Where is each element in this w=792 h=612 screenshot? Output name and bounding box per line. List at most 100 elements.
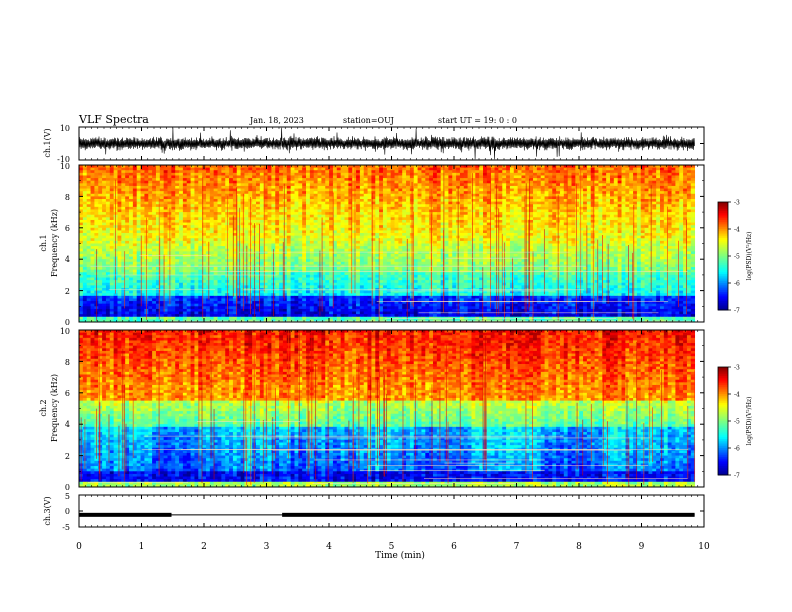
psd-cell bbox=[244, 235, 249, 239]
psd-cell bbox=[279, 238, 284, 242]
psd-cell bbox=[656, 227, 661, 231]
psd-cell bbox=[459, 191, 465, 195]
psd-cell bbox=[240, 230, 245, 234]
psd-cell bbox=[563, 188, 569, 192]
psd-cell bbox=[452, 235, 457, 239]
psd-cell bbox=[621, 191, 626, 195]
psd-cell bbox=[690, 175, 696, 179]
psd-cell bbox=[79, 225, 84, 229]
psd-cell bbox=[421, 180, 426, 184]
psd-cell bbox=[382, 193, 388, 197]
psd-cell bbox=[529, 206, 534, 210]
psd-cell bbox=[679, 167, 684, 171]
psd-cell bbox=[371, 219, 376, 223]
psd-cell bbox=[236, 188, 241, 192]
psd-cell bbox=[109, 217, 115, 221]
psd-cell bbox=[521, 185, 526, 189]
psd-cell bbox=[417, 175, 422, 179]
psd-cell bbox=[513, 191, 519, 195]
psd-cell bbox=[286, 227, 292, 231]
psd-cell bbox=[686, 212, 692, 216]
psd-cell bbox=[609, 217, 615, 221]
psd-cell bbox=[548, 175, 553, 179]
psd-cell bbox=[371, 188, 376, 192]
psd-cell bbox=[221, 183, 226, 187]
psd-cell bbox=[690, 225, 696, 229]
psd-cell bbox=[625, 227, 630, 231]
psd-cell bbox=[263, 212, 268, 216]
psd-cell bbox=[352, 222, 357, 226]
psd-cell bbox=[683, 178, 688, 182]
psd-cell bbox=[79, 196, 84, 200]
psd-cell bbox=[432, 219, 438, 223]
psd-cell bbox=[586, 230, 592, 234]
psd-cell bbox=[621, 230, 626, 234]
psd-cell bbox=[563, 185, 569, 189]
psd-cell bbox=[232, 214, 238, 218]
psd-cell bbox=[679, 180, 684, 184]
psd-cell bbox=[540, 206, 545, 210]
psd-cell bbox=[671, 188, 676, 192]
psd-cell bbox=[579, 219, 584, 223]
psd-cell bbox=[386, 219, 392, 223]
psd-cell bbox=[602, 217, 607, 221]
psd-cell bbox=[155, 240, 161, 244]
psd-cell bbox=[171, 172, 176, 176]
psd-cell bbox=[675, 219, 680, 223]
psd-cell bbox=[329, 191, 334, 195]
psd-cell bbox=[140, 172, 145, 176]
psd-cell bbox=[467, 233, 472, 237]
psd-cell bbox=[648, 185, 653, 189]
psd-cell bbox=[636, 206, 642, 210]
psd-cell bbox=[102, 191, 107, 195]
psd-cell bbox=[255, 238, 261, 242]
psd-cell bbox=[498, 188, 503, 192]
psd-cell bbox=[590, 167, 595, 171]
psd-cell bbox=[675, 183, 680, 187]
psd-cell bbox=[140, 212, 145, 216]
psd-cell bbox=[679, 201, 684, 205]
psd-cell bbox=[175, 191, 180, 195]
psd-cell bbox=[290, 175, 295, 179]
psd-cell bbox=[563, 183, 569, 187]
psd-cell bbox=[498, 191, 503, 195]
psd-cell bbox=[563, 238, 569, 242]
psd-cell bbox=[648, 238, 653, 242]
psd-cell bbox=[644, 199, 649, 203]
psd-cell bbox=[259, 219, 265, 223]
psd-cell bbox=[398, 167, 403, 171]
psd-cell bbox=[379, 172, 384, 176]
psd-cell bbox=[667, 178, 672, 182]
psd-cell bbox=[402, 172, 407, 176]
psd-cell bbox=[79, 167, 84, 171]
psd-cell bbox=[148, 204, 153, 208]
psd-cell bbox=[325, 219, 330, 223]
psd-cell bbox=[382, 204, 388, 208]
psd-cell bbox=[483, 227, 488, 231]
psd-cell bbox=[552, 204, 557, 208]
psd-cell bbox=[79, 238, 84, 242]
psd-cell bbox=[94, 233, 99, 237]
psd-cell bbox=[382, 225, 388, 229]
psd-cell bbox=[617, 212, 622, 216]
psd-cell bbox=[571, 170, 576, 174]
psd-cell bbox=[236, 217, 241, 221]
psd-cell bbox=[633, 230, 638, 234]
psd-cell bbox=[282, 212, 288, 216]
psd-cell bbox=[282, 183, 288, 187]
psd-cell bbox=[332, 230, 338, 234]
psd-cell bbox=[536, 201, 542, 205]
psd-cell bbox=[402, 170, 407, 174]
psd-cell bbox=[536, 230, 542, 234]
psd-cell bbox=[186, 183, 191, 187]
psd-cell bbox=[117, 183, 122, 187]
psd-cell bbox=[571, 209, 576, 213]
psd-cell bbox=[586, 227, 592, 231]
psd-cell bbox=[375, 214, 380, 218]
psd-cell bbox=[132, 217, 138, 221]
psd-cell bbox=[248, 165, 253, 169]
psd-cell bbox=[667, 217, 672, 221]
psd-cell bbox=[436, 196, 442, 200]
psd-cell bbox=[98, 193, 103, 197]
psd-cell bbox=[379, 217, 384, 221]
